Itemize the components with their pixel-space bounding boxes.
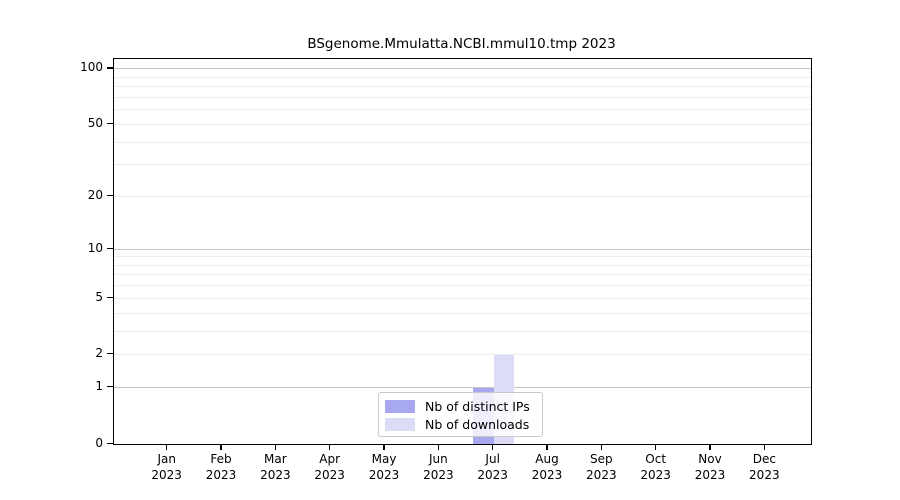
gridline-minor (114, 274, 811, 276)
y-axis-tick (107, 296, 113, 299)
x-axis-label: Feb 2023 (205, 452, 237, 482)
y-axis-label: 0 (95, 435, 103, 450)
y-axis-label: 10 (87, 240, 103, 255)
gridline-minor (114, 330, 811, 332)
x-axis-label: Mar 2023 (260, 452, 291, 482)
gridline-minor (114, 354, 811, 356)
plot-area (113, 58, 812, 445)
y-axis-tick (107, 386, 113, 388)
x-axis-label: May 2023 (368, 452, 400, 482)
gridline-minor (114, 109, 811, 111)
y-axis-label: 50 (87, 115, 103, 130)
chart-title: BSgenome.Mmulatta.NCBI.mmul10.tmp 2023 (307, 36, 616, 52)
x-axis-label: Dec 2023 (749, 452, 780, 482)
gridline-minor (114, 123, 811, 125)
x-axis-tick (655, 444, 657, 450)
x-axis-tick (546, 444, 548, 450)
gridline-minor (114, 285, 811, 287)
x-axis-label: Sep 2023 (586, 452, 617, 482)
gridline-minor (114, 297, 811, 299)
x-axis-tick (763, 444, 765, 450)
x-axis-label: Jul 2023 (477, 452, 508, 482)
y-axis-label: 5 (95, 289, 103, 304)
y-axis-tick (107, 353, 113, 355)
x-axis-tick (383, 444, 385, 450)
y-axis-label: 2 (95, 346, 103, 361)
gridline-minor (114, 256, 811, 258)
gridline-major (114, 68, 811, 70)
gridline-minor (114, 76, 811, 78)
y-axis-tick (107, 67, 113, 69)
x-axis-tick (709, 444, 711, 450)
gridline-minor (114, 264, 811, 266)
gridline-minor (114, 86, 811, 88)
x-axis-label: Nov 2023 (694, 452, 726, 482)
legend-item-distinct-ips: Nb of distinct IPs (385, 398, 534, 414)
legend-swatch-downloads (385, 417, 415, 431)
x-axis-tick (166, 444, 168, 450)
x-axis-tick (437, 444, 439, 450)
y-axis-tick (107, 247, 113, 249)
x-axis-label: Aug 2023 (531, 452, 563, 482)
gridline-major (114, 248, 811, 250)
x-axis-label: Apr 2023 (314, 452, 345, 482)
x-axis-tick (274, 444, 276, 450)
x-axis-tick (492, 444, 494, 450)
y-axis-tick (107, 122, 113, 125)
x-axis-label: Jan 2023 (151, 452, 182, 482)
x-axis-tick (329, 444, 331, 450)
legend-label-distinct-ips: Nb of distinct IPs (425, 398, 530, 414)
gridline-minor (114, 196, 811, 197)
gridline-minor (114, 141, 811, 143)
gridline-major (114, 387, 811, 389)
gridline-minor (114, 96, 811, 98)
y-axis-tick (107, 442, 113, 444)
legend-label-downloads: Nb of downloads (425, 416, 530, 432)
y-axis-label: 100 (80, 60, 103, 75)
legend-item-downloads: Nb of downloads (385, 416, 534, 432)
y-axis-tick (107, 195, 113, 197)
legend-swatch-distinct-ips (385, 399, 415, 413)
y-axis-label: 1 (95, 379, 103, 394)
gridline-minor (114, 312, 811, 314)
y-axis-label: 20 (87, 188, 103, 202)
x-axis-label: Oct 2023 (640, 452, 671, 482)
x-axis-label: Jun 2023 (423, 452, 454, 482)
x-axis-tick (600, 444, 602, 450)
x-axis-tick (220, 444, 222, 450)
gridline-minor (114, 164, 811, 166)
legend: Nb of distinct IPs Nb of downloads (378, 392, 543, 437)
